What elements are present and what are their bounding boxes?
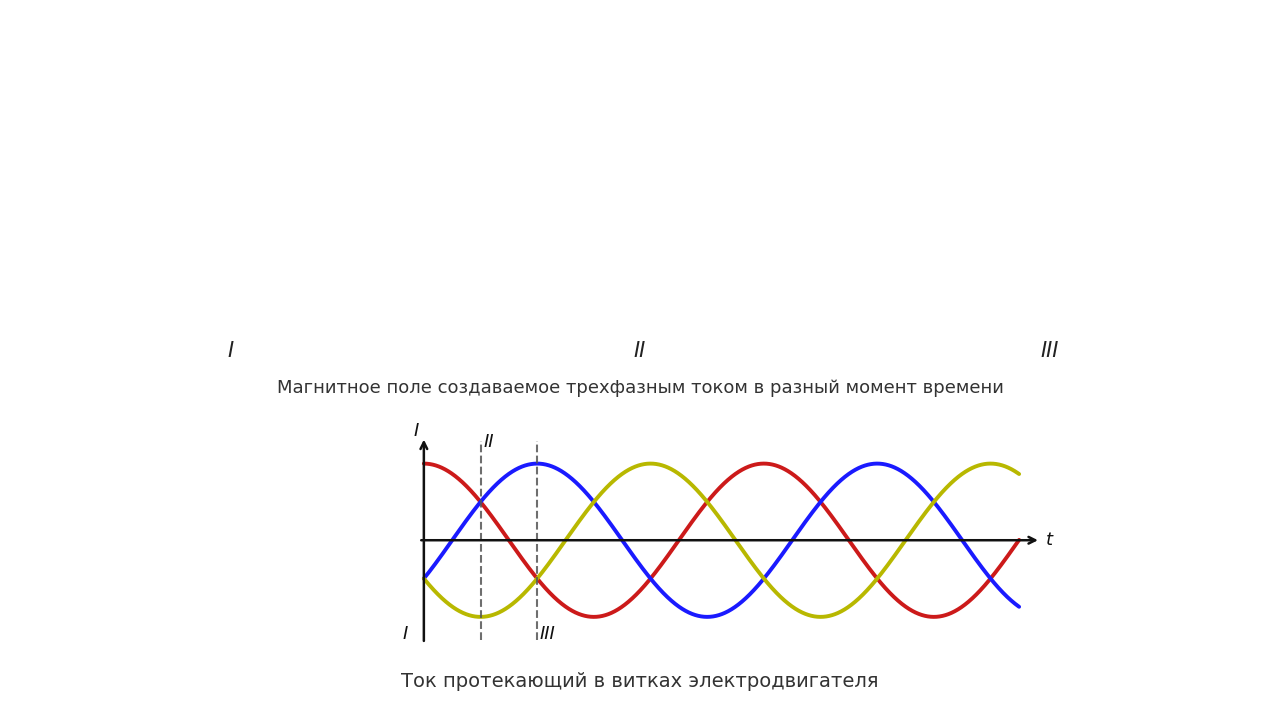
Text: I: I (228, 341, 233, 361)
Text: II: II (634, 341, 646, 361)
Text: III: III (540, 625, 556, 643)
Text: Ток протекающий в витках электродвигателя: Ток протекающий в витках электродвигател… (401, 672, 879, 690)
Text: III: III (1041, 341, 1059, 361)
Text: Магнитное поле создаваемое трехфазным током в разный момент времени: Магнитное поле создаваемое трехфазным то… (276, 379, 1004, 397)
Text: I: I (402, 625, 407, 643)
Text: t: t (1046, 531, 1052, 549)
Text: II: II (484, 433, 494, 451)
Text: I: I (413, 423, 419, 441)
